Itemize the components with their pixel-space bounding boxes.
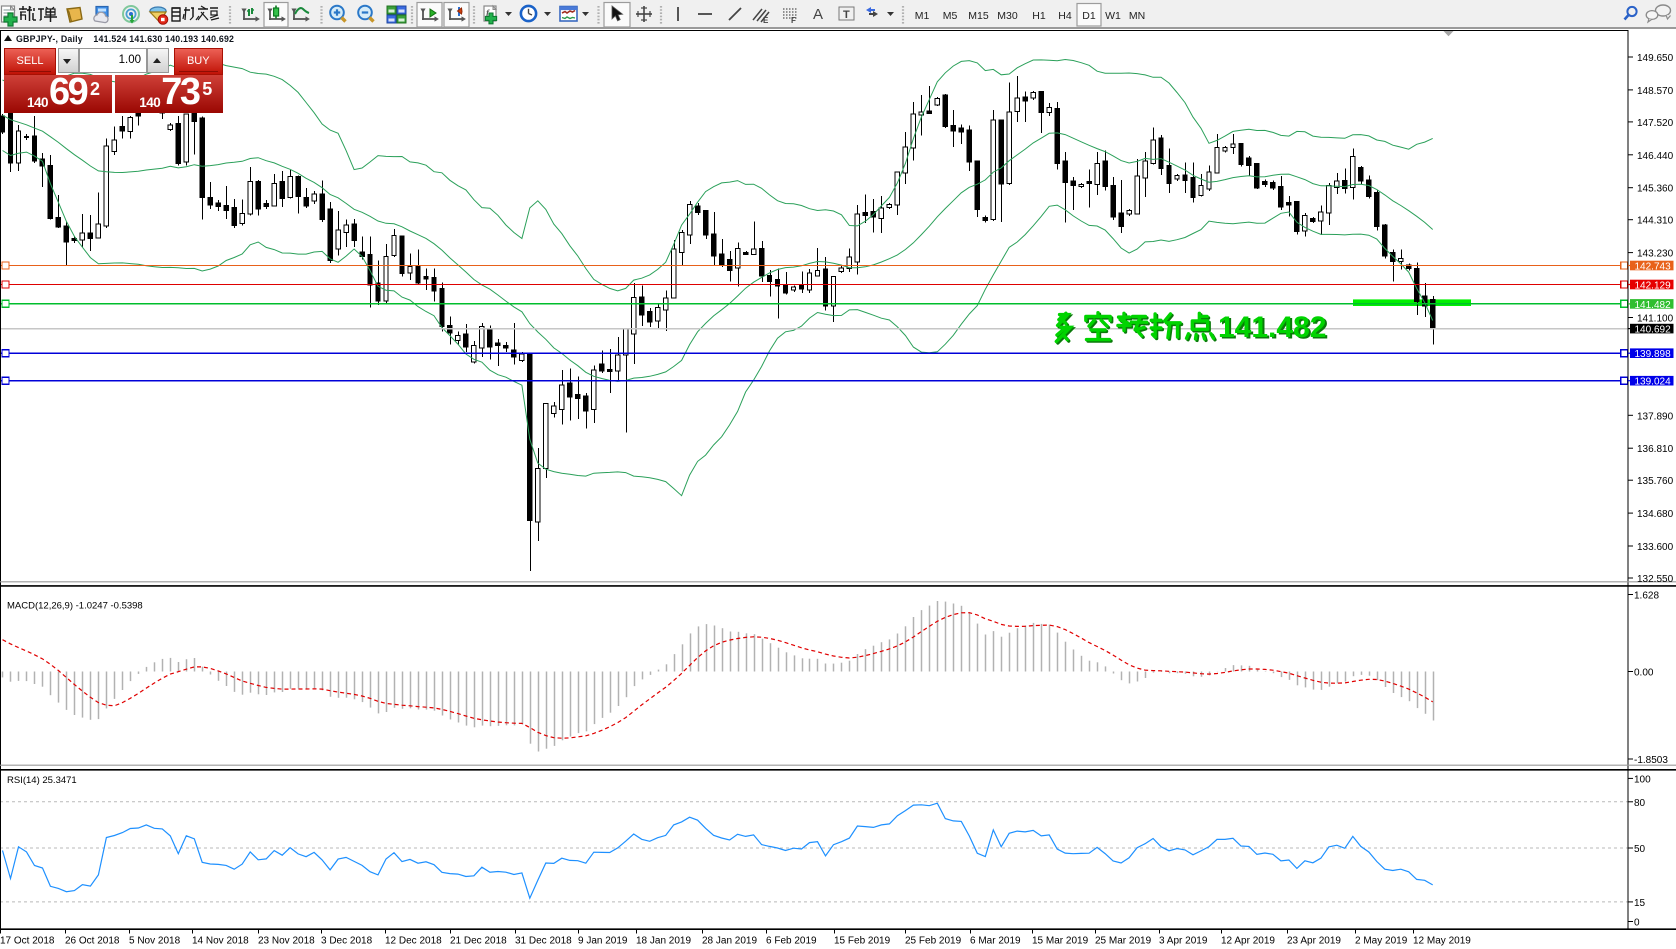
svg-text:1.628: 1.628 <box>1634 591 1659 602</box>
svg-text:A: A <box>813 6 823 23</box>
svg-text:137.890: 137.890 <box>1637 411 1674 422</box>
svg-text:MACD(12,26,9) -1.0247 -0.5398: MACD(12,26,9) -1.0247 -0.5398 <box>7 601 143 612</box>
svg-text:6 Feb 2019: 6 Feb 2019 <box>766 936 817 947</box>
svg-text:149.650: 149.650 <box>1637 53 1674 64</box>
svg-text:132.550: 132.550 <box>1637 574 1674 585</box>
svg-text:144.310: 144.310 <box>1637 216 1674 227</box>
svg-text:147.520: 147.520 <box>1637 118 1674 129</box>
svg-text:6 Mar 2019: 6 Mar 2019 <box>970 936 1021 947</box>
svg-text:139.898: 139.898 <box>1635 349 1672 360</box>
svg-text:142.129: 142.129 <box>1635 281 1672 292</box>
svg-text:12 May 2019: 12 May 2019 <box>1413 936 1471 947</box>
svg-text:2 May 2019: 2 May 2019 <box>1355 936 1408 947</box>
svg-text:12 Dec 2018: 12 Dec 2018 <box>385 936 442 947</box>
svg-text:15 Mar 2019: 15 Mar 2019 <box>1032 936 1089 947</box>
svg-text:12 Apr 2019: 12 Apr 2019 <box>1221 936 1275 947</box>
svg-text:100: 100 <box>1634 774 1651 785</box>
svg-text:5 Nov 2018: 5 Nov 2018 <box>129 936 181 947</box>
svg-text:141.100: 141.100 <box>1637 314 1674 325</box>
svg-text:W1: W1 <box>1105 10 1121 22</box>
svg-text:0: 0 <box>1634 918 1640 929</box>
svg-text:25 Feb 2019: 25 Feb 2019 <box>905 936 962 947</box>
svg-text:E: E <box>763 16 769 25</box>
svg-text:-1.8503: -1.8503 <box>1634 755 1668 766</box>
svg-text:23 Nov 2018: 23 Nov 2018 <box>258 936 315 947</box>
svg-text:3 Dec 2018: 3 Dec 2018 <box>321 936 373 947</box>
svg-text:f: f <box>486 8 490 18</box>
svg-text:80: 80 <box>1634 798 1646 809</box>
svg-text:141.482: 141.482 <box>1635 300 1672 311</box>
svg-text:139.024: 139.024 <box>1635 377 1672 388</box>
svg-text:28 Jan 2019: 28 Jan 2019 <box>702 936 757 947</box>
svg-text:T: T <box>843 9 850 21</box>
svg-text:0.00: 0.00 <box>1634 668 1654 679</box>
svg-text:M5: M5 <box>943 10 958 22</box>
svg-text:MN: MN <box>1129 10 1145 22</box>
svg-text:18 Jan 2019: 18 Jan 2019 <box>636 936 691 947</box>
svg-text:D1: D1 <box>1082 10 1096 22</box>
svg-text:9 Jan 2019: 9 Jan 2019 <box>578 936 628 947</box>
svg-text:141.482: 141.482 <box>1218 311 1326 344</box>
svg-text:135.760: 135.760 <box>1637 476 1674 487</box>
svg-text:H4: H4 <box>1058 10 1072 22</box>
svg-text:RSI(14) 25.3471: RSI(14) 25.3471 <box>7 775 77 786</box>
svg-text:31 Dec 2018: 31 Dec 2018 <box>515 936 572 947</box>
svg-text:17 Oct 2018: 17 Oct 2018 <box>0 936 55 947</box>
svg-text:146.440: 146.440 <box>1637 151 1674 162</box>
svg-text:15 Feb 2019: 15 Feb 2019 <box>834 936 891 947</box>
svg-text:14 Nov 2018: 14 Nov 2018 <box>192 936 249 947</box>
svg-text:50: 50 <box>1634 844 1646 855</box>
svg-text:140.692: 140.692 <box>1635 325 1672 336</box>
svg-text:25 Mar 2019: 25 Mar 2019 <box>1095 936 1152 947</box>
svg-text:145.360: 145.360 <box>1637 184 1674 195</box>
svg-text:H1: H1 <box>1032 10 1046 22</box>
svg-text:M15: M15 <box>968 10 989 22</box>
svg-text:142.743: 142.743 <box>1635 262 1672 273</box>
svg-text:148.570: 148.570 <box>1637 86 1674 97</box>
svg-text:23 Apr 2019: 23 Apr 2019 <box>1287 936 1341 947</box>
svg-text:15: 15 <box>1634 898 1646 909</box>
svg-text:133.600: 133.600 <box>1637 542 1674 553</box>
svg-text:F: F <box>791 16 796 25</box>
svg-text:26 Oct 2018: 26 Oct 2018 <box>65 936 120 947</box>
svg-text:M1: M1 <box>915 10 930 22</box>
svg-text:3 Apr 2019: 3 Apr 2019 <box>1159 936 1208 947</box>
svg-text:134.680: 134.680 <box>1637 509 1674 520</box>
svg-text:M30: M30 <box>997 10 1018 22</box>
svg-text:141.482: 141.482 <box>1220 313 1328 346</box>
svg-text:143.230: 143.230 <box>1637 249 1674 260</box>
svg-text:136.810: 136.810 <box>1637 444 1674 455</box>
svg-text:21 Dec 2018: 21 Dec 2018 <box>450 936 507 947</box>
